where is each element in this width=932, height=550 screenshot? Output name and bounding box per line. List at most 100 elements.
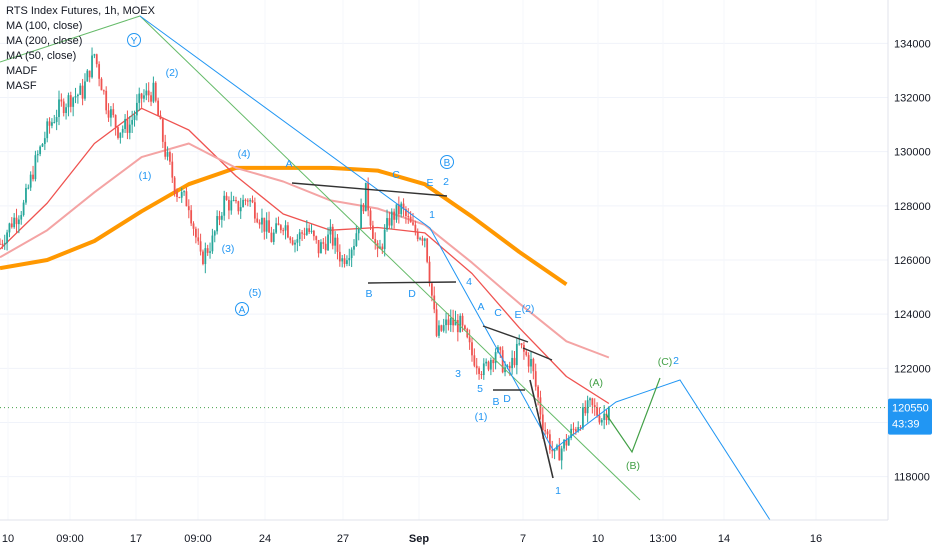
candle-body [308,228,311,232]
candle-body [518,343,521,345]
wave-label-circle [440,155,454,169]
candle-body [334,237,337,246]
candle-body [246,200,249,202]
price-tick-label: 128000 [894,201,931,213]
candle-body [459,315,462,333]
legend-masf[interactable]: MASF [6,80,37,92]
candle-body [204,248,207,265]
candle-body [169,152,171,162]
candle-body [166,152,169,157]
price-axis-bg [888,0,932,550]
candle-body [202,251,204,265]
projection-green [605,377,661,454]
candle-body [46,121,49,139]
candle-body [603,413,606,420]
candle-body [412,222,414,225]
candle-body [91,55,93,78]
candle-body [577,427,580,432]
legend-ma50[interactable]: MA (50, close) [6,50,77,62]
candle-body [43,138,46,144]
candle-body [199,241,202,252]
candle-body [291,240,294,245]
price-tick-label: 130000 [894,147,931,159]
candle-body [121,128,124,133]
candle-body [416,231,419,240]
candle-body [1,243,4,245]
candle-body [303,233,306,235]
wave-label: 1 [555,485,561,497]
wave-label: 3 [455,368,461,380]
candle-body [265,220,268,232]
wave-label: 4 [466,276,472,288]
candle-body [364,182,367,212]
candle-body [105,90,108,111]
candle-body [582,407,584,429]
candle-body [173,177,176,193]
candle-body [131,119,134,125]
channel-upper-3 [522,347,553,361]
candle-body [275,223,278,233]
candle-body [185,191,188,207]
time-tick-label: 17 [130,533,142,545]
candle-body [65,107,67,114]
candle-body [407,216,410,218]
candle-body [277,223,280,226]
price-tag-bg [888,398,932,435]
wave-label: 1 [429,209,435,221]
candle-body [22,202,25,215]
wave-label: 2 [443,176,449,188]
legend-ma200[interactable]: MA (200, close) [6,35,83,47]
candle-body [27,187,30,189]
legend-ma100[interactable]: MA (100, close) [6,20,83,32]
candle-body [400,203,403,215]
wave-label: A [477,301,484,313]
candle-body [567,437,570,446]
wave-label: (4) [238,148,251,160]
candle-body [449,318,452,326]
candle-body [548,434,551,450]
candle-body [305,228,308,235]
candle-body [461,315,464,326]
candle-body [0,243,1,245]
time-tick-label: 09:00 [184,533,212,545]
candle-body [350,249,353,259]
legend-madf[interactable]: MADF [6,65,38,77]
candle-body [25,187,27,203]
candle-body [360,204,362,229]
candle-body [256,218,259,223]
candle-body [143,95,145,99]
candle-body [513,357,516,366]
time-tick-label: Sep [409,533,429,545]
candle-body [110,109,112,118]
candle-body [102,90,105,92]
price-tick-label: 124000 [894,309,931,321]
candle-body [395,204,398,220]
wave-label: (A) [589,377,603,389]
price-axis[interactable]: 1180001200001220001240001260001280001300… [887,0,932,550]
candle-body [445,319,447,326]
candle-body [362,204,365,212]
price-tick-label: 118000 [894,472,930,484]
candle-body [197,237,200,242]
candle-body [393,211,396,220]
candle-body [268,220,270,233]
candle-body [32,174,34,180]
candle-body [13,217,16,228]
candle-body [220,215,223,220]
wave-label: 5 [477,383,483,395]
candle-body [67,95,70,108]
candle-body [405,209,407,217]
candle-body [159,115,162,120]
candle-body [178,197,181,199]
time-axis[interactable]: 10 09:00 17 09:00 24 27 Sep 7 10 13:00 14 16 [0,519,888,545]
candle-body [537,386,539,398]
candle-body [553,449,556,452]
candle-body [225,195,228,200]
candle-body [147,90,150,96]
candle-body [558,445,561,461]
time-tick-label: 10 [2,533,14,545]
candle-body [560,448,563,461]
candle-body [239,207,242,212]
